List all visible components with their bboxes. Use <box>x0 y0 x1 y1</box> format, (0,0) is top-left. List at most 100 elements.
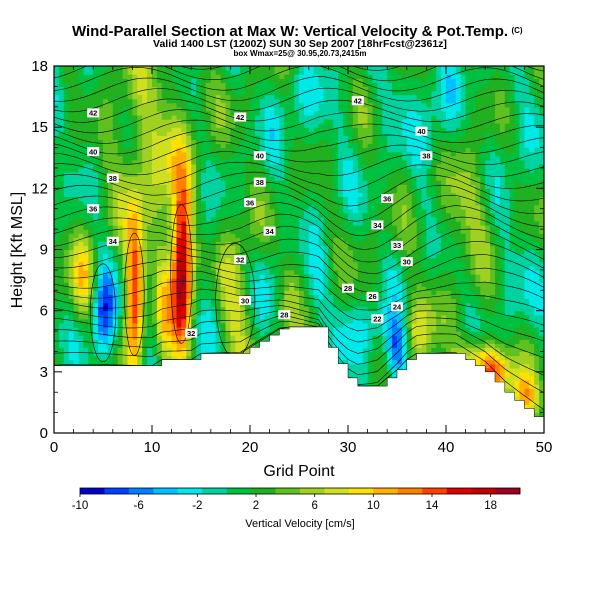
velocity-cell <box>78 335 84 340</box>
velocity-cell <box>112 184 119 189</box>
velocity-cell <box>269 220 276 226</box>
velocity-cell <box>132 94 138 100</box>
velocity-cell <box>107 339 114 344</box>
velocity-cell <box>308 90 315 96</box>
velocity-cell <box>176 66 182 71</box>
velocity-cell <box>303 294 310 300</box>
velocity-cell <box>289 216 295 222</box>
velocity-cell <box>112 66 119 71</box>
velocity-cell <box>303 314 310 320</box>
velocity-cell <box>54 310 60 316</box>
velocity-cell <box>78 253 84 259</box>
velocity-cell <box>299 269 305 275</box>
velocity-cell <box>240 314 246 320</box>
velocity-cell <box>303 180 310 185</box>
velocity-cell <box>279 123 285 128</box>
velocity-cell <box>171 78 178 83</box>
velocity-cell <box>63 298 70 304</box>
velocity-cell <box>269 204 276 210</box>
velocity-cell <box>274 286 280 291</box>
velocity-cell <box>63 180 70 185</box>
velocity-cell <box>308 282 315 287</box>
velocity-cell <box>137 294 143 300</box>
velocity-cell <box>215 229 222 234</box>
velocity-cell <box>303 151 310 157</box>
velocity-cell <box>137 106 143 112</box>
velocity-cell <box>230 322 236 328</box>
velocity-cell <box>161 261 168 267</box>
velocity-cell <box>220 249 227 255</box>
velocity-cell <box>122 114 129 120</box>
velocity-cell <box>250 172 256 177</box>
velocity-cell <box>63 257 70 263</box>
velocity-cell <box>142 310 148 316</box>
velocity-cell <box>186 155 192 161</box>
velocity-cell <box>313 131 320 136</box>
velocity-cell <box>289 294 295 300</box>
velocity-cell <box>274 245 280 251</box>
velocity-cell <box>83 172 89 177</box>
velocity-cell <box>171 114 178 120</box>
velocity-cell <box>156 347 163 353</box>
velocity-cell <box>240 139 246 145</box>
velocity-cell <box>88 343 94 348</box>
velocity-cell <box>137 196 143 202</box>
velocity-cell <box>152 253 158 259</box>
velocity-cell <box>230 298 236 304</box>
velocity-cell <box>308 220 315 226</box>
velocity-cell <box>107 119 114 124</box>
velocity-cell <box>107 188 114 194</box>
velocity-cell <box>308 123 315 128</box>
velocity-cell <box>318 167 325 173</box>
velocity-cell <box>137 188 143 194</box>
velocity-cell <box>303 265 310 271</box>
velocity-cell <box>156 98 163 104</box>
velocity-cell <box>235 74 241 79</box>
velocity-cell <box>269 273 276 279</box>
velocity-cell <box>122 233 129 238</box>
velocity-cell <box>137 192 143 198</box>
velocity-cell <box>259 278 266 283</box>
velocity-cell <box>303 245 310 251</box>
velocity-cell <box>73 102 80 108</box>
velocity-cell <box>279 78 285 83</box>
velocity-cell <box>142 114 148 120</box>
velocity-cell <box>166 204 173 210</box>
velocity-cell <box>137 110 143 116</box>
velocity-cell <box>132 339 138 344</box>
velocity-cell <box>225 155 231 161</box>
velocity-cell <box>147 322 153 328</box>
velocity-cell <box>186 131 192 136</box>
velocity-cell <box>250 82 256 87</box>
velocity-cell <box>171 184 178 189</box>
velocity-cell <box>161 298 168 304</box>
velocity-cell <box>137 233 143 238</box>
velocity-cell <box>112 110 119 116</box>
velocity-cell <box>191 241 197 247</box>
velocity-cell <box>205 74 212 79</box>
velocity-cell <box>63 131 70 136</box>
velocity-cell <box>235 98 241 104</box>
velocity-cell <box>264 208 271 214</box>
velocity-cell <box>137 278 143 283</box>
velocity-cell <box>259 314 266 320</box>
velocity-cell <box>166 314 173 320</box>
velocity-cell <box>186 237 192 242</box>
velocity-cell <box>103 184 109 189</box>
velocity-cell <box>308 78 315 83</box>
velocity-cell <box>303 139 310 145</box>
velocity-cell <box>122 163 129 169</box>
velocity-cell <box>181 282 187 287</box>
velocity-cell <box>313 298 320 304</box>
velocity-cell <box>186 204 192 210</box>
velocity-cell <box>201 237 207 242</box>
velocity-cell <box>107 314 114 320</box>
velocity-cell <box>269 261 276 267</box>
velocity-cell <box>299 127 305 132</box>
velocity-cell <box>88 225 94 230</box>
velocity-cell <box>147 155 153 161</box>
velocity-cell <box>313 322 320 328</box>
velocity-cell <box>299 261 305 267</box>
velocity-cell <box>152 355 158 361</box>
velocity-cell <box>215 261 222 267</box>
